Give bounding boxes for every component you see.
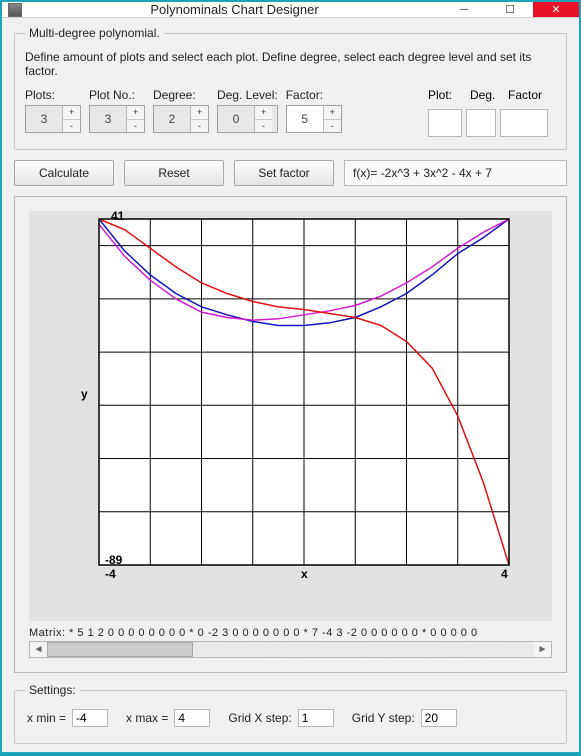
matrix-scrollbar[interactable]: ◄ ► xyxy=(29,641,552,658)
gridy-input[interactable] xyxy=(421,709,457,727)
gridx-label: Grid X step: xyxy=(228,711,291,725)
chart-canvas: 41 -89 -4 4 y x xyxy=(29,211,552,621)
degree-value xyxy=(154,106,190,132)
titlebar: Polynominals Chart Designer ─ ☐ ✕ xyxy=(2,2,579,18)
ro-factor-label: Factor xyxy=(508,88,556,102)
plots-control: Plots: + - xyxy=(25,88,81,133)
setfactor-button[interactable]: Set factor xyxy=(234,160,334,186)
xmax-label: x max = xyxy=(126,711,168,725)
plotno-value xyxy=(90,106,126,132)
factor-up[interactable]: + xyxy=(324,106,341,120)
content-area: Multi-degree polynomial. Define amount o… xyxy=(2,18,579,756)
readout-group: Plot: Deg. Factor xyxy=(428,88,556,137)
plotno-spinner[interactable]: + - xyxy=(89,105,145,133)
xlabel: x xyxy=(301,567,308,581)
ro-plot-label: Plot: xyxy=(428,88,462,102)
factor-control: Factor: + - xyxy=(286,88,342,133)
action-row: Calculate Reset Set factor f(x)= -2x^3 +… xyxy=(14,160,567,186)
xmin-input[interactable] xyxy=(72,709,108,727)
scroll-right[interactable]: ► xyxy=(534,642,551,657)
readout-plot xyxy=(428,109,462,137)
degree-down[interactable]: - xyxy=(191,120,208,133)
plotno-down[interactable]: - xyxy=(127,120,144,133)
xmax-label: 4 xyxy=(501,567,508,581)
minimize-button[interactable]: ─ xyxy=(441,2,487,17)
scroll-thumb[interactable] xyxy=(47,642,193,657)
polynomial-legend: Multi-degree polynomial. xyxy=(25,26,164,40)
ymax-label: 41 xyxy=(111,209,124,223)
scroll-track[interactable] xyxy=(47,642,534,657)
plotno-label: Plot No.: xyxy=(89,88,145,102)
deglevel-down[interactable]: - xyxy=(255,120,272,133)
deglevel-spinner[interactable]: + - xyxy=(217,105,278,133)
maximize-button[interactable]: ☐ xyxy=(487,2,533,17)
plots-value xyxy=(26,106,62,132)
degree-up[interactable]: + xyxy=(191,106,208,120)
calculate-button[interactable]: Calculate xyxy=(14,160,114,186)
polynomial-description: Define amount of plots and select each p… xyxy=(25,50,556,78)
matrix-display: Matrix: * 5 1 2 0 0 0 0 0 0 0 0 * 0 -2 3… xyxy=(29,627,552,639)
gridy-label: Grid Y step: xyxy=(352,711,415,725)
deglevel-value xyxy=(218,106,254,132)
factor-down[interactable]: - xyxy=(324,120,341,133)
deglevel-control: Deg. Level: + - xyxy=(217,88,278,133)
factor-label: Factor: xyxy=(286,88,342,102)
close-button[interactable]: ✕ xyxy=(533,2,579,17)
xmin-label: x min = xyxy=(27,711,66,725)
ylabel: y xyxy=(81,387,88,401)
xmax-input[interactable] xyxy=(174,709,210,727)
settings-group: Settings: x min = x max = Grid X step: G… xyxy=(14,683,567,744)
factor-value[interactable] xyxy=(287,106,323,132)
window-title: Polynominals Chart Designer xyxy=(28,2,441,17)
deglevel-label: Deg. Level: xyxy=(217,88,278,102)
plots-spinner[interactable]: + - xyxy=(25,105,81,133)
ro-deg-label: Deg. xyxy=(470,88,500,102)
plotno-up[interactable]: + xyxy=(127,106,144,120)
factor-spinner[interactable]: + - xyxy=(286,105,342,133)
window-controls: ─ ☐ ✕ xyxy=(441,2,579,17)
ymin-label: -89 xyxy=(105,553,122,567)
readout-factor xyxy=(500,109,548,137)
plotno-control: Plot No.: + - xyxy=(89,88,145,133)
readout-deg xyxy=(466,109,496,137)
degree-label: Degree: xyxy=(153,88,209,102)
scroll-left[interactable]: ◄ xyxy=(30,642,47,657)
formula-display: f(x)= -2x^3 + 3x^2 - 4x + 7 xyxy=(344,160,567,186)
plots-up[interactable]: + xyxy=(63,106,80,120)
deglevel-up[interactable]: + xyxy=(255,106,272,120)
chart-frame: 41 -89 -4 4 y x Matrix: * 5 1 2 0 0 0 0 … xyxy=(14,196,567,673)
settings-legend: Settings: xyxy=(25,683,80,697)
polynomial-group: Multi-degree polynomial. Define amount o… xyxy=(14,26,567,150)
app-window: Polynominals Chart Designer ─ ☐ ✕ Multi-… xyxy=(1,1,580,753)
controls-row: Plots: + - Plot No.: + xyxy=(25,88,556,137)
xmin-label: -4 xyxy=(105,567,116,581)
degree-spinner[interactable]: + - xyxy=(153,105,209,133)
reset-button[interactable]: Reset xyxy=(124,160,224,186)
app-icon xyxy=(8,3,22,17)
degree-control: Degree: + - xyxy=(153,88,209,133)
plots-label: Plots: xyxy=(25,88,81,102)
plots-down[interactable]: - xyxy=(63,120,80,133)
gridx-input[interactable] xyxy=(298,709,334,727)
